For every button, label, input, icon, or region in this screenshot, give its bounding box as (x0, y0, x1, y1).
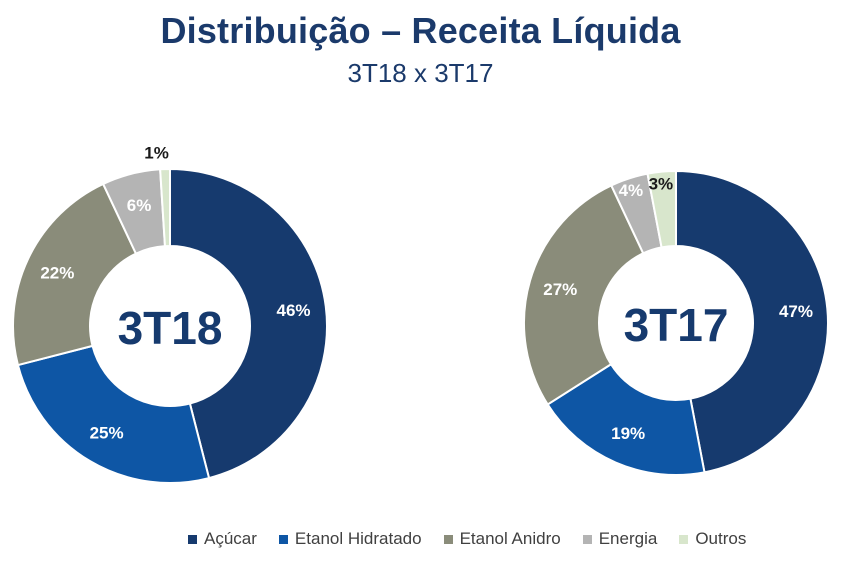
donut-hole (91, 247, 249, 405)
data-label-3t17-energia: 4% (619, 181, 644, 200)
data-label-3t18-etanol-anidro: 22% (40, 263, 74, 282)
legend-label: Açúcar (204, 529, 257, 548)
slice-3t18-acucar (169, 167, 328, 480)
slice-3t17-etanol-anidro (523, 184, 645, 406)
data-label-3t18-energia: 6% (127, 196, 152, 215)
slice-3t17-outros (646, 169, 677, 249)
slice-3t17-acucar (675, 169, 829, 474)
chart-legend: Açúcar Etanol Hidratado Etanol Anidro En… (188, 528, 746, 550)
slice-3t18-outros (159, 167, 171, 248)
slice-3t18-etanol-hidratado (16, 344, 211, 484)
page-subtitle: 3T18 x 3T17 (347, 58, 494, 88)
data-label-3t18-etanol-hidratado: 25% (90, 424, 124, 443)
legend-item-energia: Energia (582, 529, 658, 549)
legend-swatch (443, 534, 453, 544)
donut-hole (600, 247, 752, 399)
data-label-3t17-etanol-hidratado: 19% (611, 424, 645, 443)
data-label-3t18-acucar: 46% (277, 301, 311, 320)
legend-swatch (278, 534, 288, 544)
center-label: 3T18 (118, 302, 223, 354)
slice-3t17-etanol-hidratado (546, 362, 706, 476)
data-label-3t17-acucar: 47% (779, 302, 813, 321)
slice-3t18-etanol-anidro (12, 182, 138, 367)
data-label-3t17-outros: 3% (649, 175, 674, 194)
legend-item-acucar: Açúcar (188, 529, 257, 549)
legend-swatch (188, 534, 197, 544)
legend-label: Etanol Hidratado (294, 529, 422, 548)
page-title: Distribuição – Receita Líquida (160, 10, 681, 51)
legend-swatch (679, 534, 689, 544)
data-label-3t17-etanol-anidro: 27% (543, 280, 577, 299)
legend-label: Etanol Anidro (459, 529, 561, 548)
legend-item-outros: Outros (679, 529, 746, 549)
legend-swatch (582, 534, 592, 544)
legend-item-etanol-anidro: Etanol Anidro (443, 529, 561, 549)
data-label-3t18-outros: 1% (144, 144, 169, 163)
center-label: 3T17 (624, 299, 729, 351)
legend-label: Energia (598, 529, 658, 548)
legend-label: Outros (695, 529, 747, 548)
legend-item-etanol-hidratado: Etanol Hidratado (278, 529, 422, 549)
